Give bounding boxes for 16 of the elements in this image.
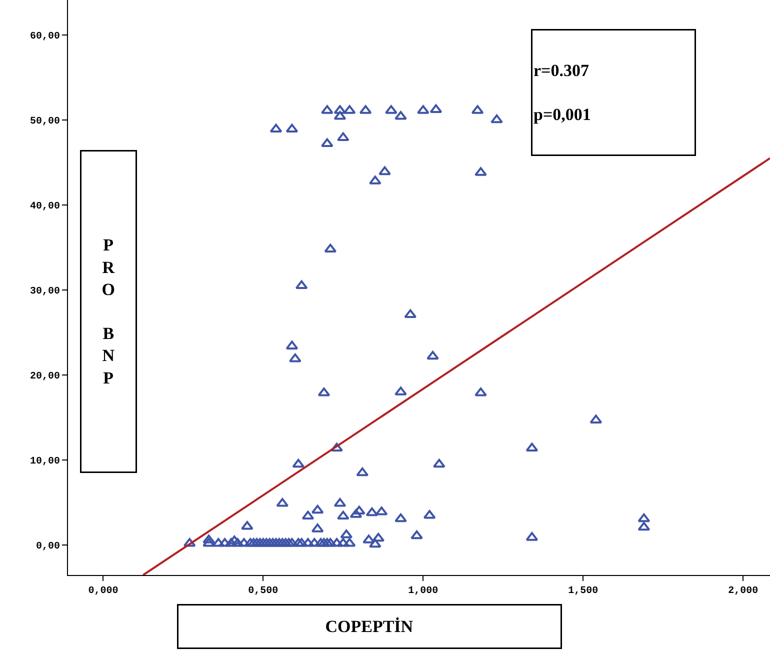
y-tick-label: 50,00	[30, 116, 60, 128]
x-tick-label: 1,500	[568, 586, 598, 597]
x-axis-title: COPEPTİN	[325, 617, 414, 636]
y-tick-label: 60,00	[30, 31, 60, 42]
x-tick-label: 0,000	[88, 586, 118, 597]
text: PRO BNP	[102, 236, 115, 388]
x-tick-label: 1,000	[408, 586, 438, 597]
y-tick-label: 30,00	[30, 286, 60, 298]
y-tick-label: 20,00	[30, 372, 60, 383]
annotation: r=0.307	[534, 60, 590, 80]
annotation: p=0,001	[534, 105, 591, 124]
y-tick-label: 0,00	[36, 542, 60, 553]
x-tick-label: 0,500	[248, 586, 278, 597]
y-tick-label: 10,00	[30, 456, 60, 468]
y-tick-label: 40,00	[30, 201, 60, 212]
x-tick-label: 2,000	[728, 586, 758, 597]
